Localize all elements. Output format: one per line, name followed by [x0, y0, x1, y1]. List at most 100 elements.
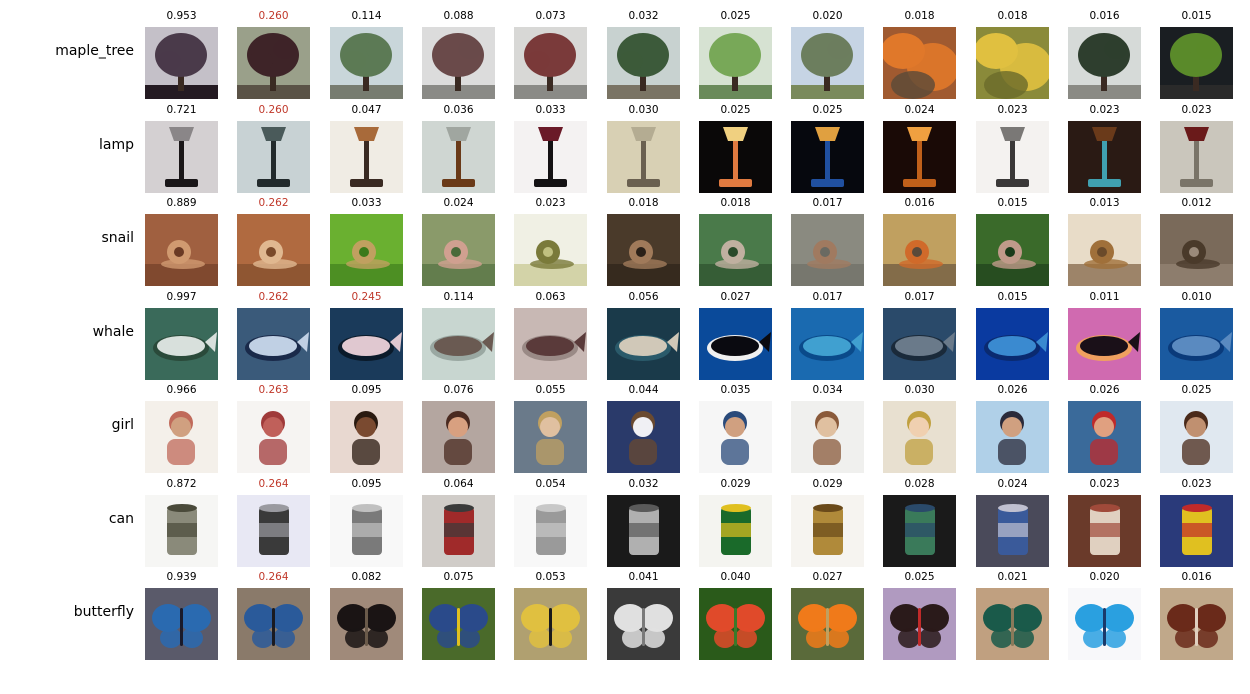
can-image	[976, 494, 1049, 567]
can-image	[699, 494, 772, 567]
image-cell: 0.023	[1160, 472, 1233, 567]
similarity-score: 0.023	[535, 197, 566, 209]
can-image	[1160, 494, 1233, 567]
similarity-score: 0.264	[258, 477, 289, 490]
image-cell: 0.047	[330, 98, 403, 193]
row-label: maple_tree	[55, 43, 134, 59]
image-cell: 0.264	[237, 472, 310, 567]
similarity-score: 0.056	[628, 290, 659, 303]
tree-image	[699, 27, 772, 99]
image-cell: 0.034	[791, 378, 864, 473]
can-image	[422, 494, 495, 567]
similarity-score: 0.020	[812, 10, 843, 22]
image-cell: 0.015	[976, 191, 1049, 286]
similarity-score: 0.021	[997, 571, 1028, 583]
image-cell: 0.088	[422, 4, 495, 99]
similarity-score: 0.053	[535, 571, 566, 583]
image-cell: 0.054	[514, 472, 587, 567]
image-cell: 0.016	[1068, 4, 1141, 99]
similarity-score: 0.023	[1181, 477, 1212, 490]
can-image	[883, 494, 956, 567]
snail-image	[699, 214, 772, 286]
image-cell: 0.030	[883, 378, 956, 473]
image-cell: 0.114	[422, 285, 495, 380]
image-cell: 0.026	[976, 378, 1049, 473]
similarity-score: 0.032	[628, 10, 659, 22]
person-image	[1160, 401, 1233, 473]
similarity-score: 0.033	[351, 197, 382, 209]
butterfly-image	[330, 588, 403, 660]
similarity-score: 0.966	[166, 384, 197, 396]
similarity-score: 0.044	[628, 384, 659, 396]
butterfly-image	[607, 588, 680, 660]
image-row: girl 0.966 0.263 0.095 0.076 0.055 0.044 …	[0, 378, 1250, 473]
tree-image	[422, 27, 495, 99]
image-cell: 0.264	[237, 565, 310, 660]
tree-image	[607, 27, 680, 99]
image-row: snail 0.889 0.262 0.033 0.024 0.023 0.018	[0, 191, 1250, 286]
image-cell: 0.018	[607, 191, 680, 286]
lamp-image	[330, 120, 403, 193]
lamp-image	[1160, 120, 1233, 193]
tree-image	[514, 27, 587, 99]
similarity-score: 0.023	[997, 103, 1028, 116]
image-cell: 0.020	[1068, 565, 1141, 660]
person-image	[514, 401, 587, 473]
image-cell: 0.018	[883, 4, 956, 99]
similarity-score: 0.018	[904, 10, 935, 22]
person-image	[422, 401, 495, 473]
image-cell: 0.010	[1160, 285, 1233, 380]
person-image	[1068, 401, 1141, 473]
image-cell: 0.030	[607, 98, 680, 193]
image-cell: 0.017	[791, 285, 864, 380]
similarity-score: 0.023	[1181, 103, 1212, 116]
image-cell: 0.012	[1160, 191, 1233, 286]
similarity-score: 0.036	[443, 103, 474, 116]
row-label: girl	[111, 417, 134, 433]
person-image	[883, 401, 956, 473]
image-cell: 0.023	[1160, 98, 1233, 193]
similarity-score: 0.011	[1089, 290, 1120, 303]
image-cell: 0.016	[883, 191, 956, 286]
similarity-score: 0.041	[628, 571, 659, 583]
image-cell: 0.018	[976, 4, 1049, 99]
image-cell: 0.075	[422, 565, 495, 660]
similarity-score: 0.262	[258, 197, 289, 209]
image-cell: 0.033	[514, 98, 587, 193]
similarity-score: 0.889	[166, 197, 197, 209]
snail-image	[976, 214, 1049, 286]
butterfly-image	[1160, 588, 1233, 660]
lamp-image	[1068, 120, 1141, 193]
image-cell: 0.020	[791, 4, 864, 99]
image-cell: 0.056	[607, 285, 680, 380]
image-cell: 0.029	[699, 472, 772, 567]
image-cell: 0.025	[883, 565, 956, 660]
image-cell: 0.063	[514, 285, 587, 380]
lamp-image	[145, 120, 218, 193]
row-label: snail	[101, 230, 134, 246]
image-cell: 0.024	[883, 98, 956, 193]
image-cell: 0.889	[145, 191, 218, 286]
similarity-score: 0.016	[904, 197, 935, 209]
person-image	[237, 401, 310, 473]
image-cell: 0.025	[699, 98, 772, 193]
similarity-score: 0.030	[904, 384, 935, 396]
image-cell: 0.011	[1068, 285, 1141, 380]
tree-image	[330, 27, 403, 99]
similarity-score: 0.262	[258, 290, 289, 303]
similarity-score: 0.028	[904, 477, 935, 490]
whale-image	[237, 307, 310, 380]
image-cell: 0.262	[237, 285, 310, 380]
image-cell: 0.027	[791, 565, 864, 660]
image-cell: 0.015	[1160, 4, 1233, 99]
can-image	[237, 494, 310, 567]
tree-image	[145, 27, 218, 99]
snail-image	[1068, 214, 1141, 286]
similarity-score: 0.260	[258, 103, 289, 116]
image-cell: 0.064	[422, 472, 495, 567]
bush-image	[976, 27, 1049, 99]
image-row: maple_tree 0.953 0.260 0.114 0.088 0.073	[0, 4, 1250, 99]
lamp-image	[237, 120, 310, 193]
image-cell: 0.023	[976, 98, 1049, 193]
image-cell: 0.041	[607, 565, 680, 660]
